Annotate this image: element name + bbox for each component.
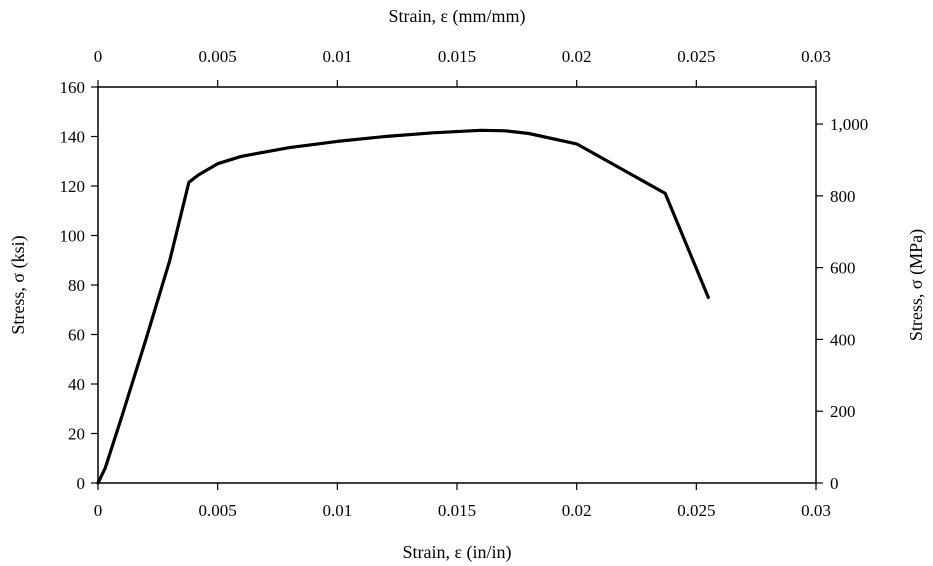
y-left-tick-label: 140 [60,128,86,147]
x-bottom-tick-label: 0.02 [562,501,592,520]
x-axis-title-top: Strain, ε (mm/mm) [388,6,525,27]
y-left-tick-label: 80 [68,276,85,295]
x-bottom-tick-label: 0.005 [199,501,237,520]
y-left-tick-label: 120 [60,177,86,196]
x-top-tick-label: 0.005 [199,47,237,66]
y-left-tick-label: 100 [60,227,86,246]
x-top-tick-label: 0.01 [322,47,352,66]
x-top-tick-label: 0.02 [562,47,592,66]
x-top-tick-label: 0.015 [438,47,476,66]
y-right-tick-label: 800 [830,187,856,206]
y-left-tick-label: 0 [77,474,86,493]
left-axis-ticks: 0 20 40 60 80 100 120 140 160 [60,78,98,493]
y-right-tick-label: 400 [830,330,856,349]
x-top-tick-label: 0.025 [677,47,715,66]
x-bottom-tick-label: 0.01 [322,501,352,520]
x-bottom-tick-label: 0.025 [677,501,715,520]
y-left-tick-label: 60 [68,326,85,345]
y-left-tick-label: 160 [60,78,86,97]
y-right-tick-label: 1,000 [830,115,868,134]
x-bottom-tick-label: 0.015 [438,501,476,520]
y-right-tick-label: 0 [830,474,839,493]
x-bottom-tick-label: 0 [94,501,103,520]
y-left-tick-label: 20 [68,425,85,444]
top-axis-ticks: 0 0.005 0.01 0.015 0.02 0.025 0.03 [94,47,831,87]
y-right-tick-label: 200 [830,402,856,421]
y-left-tick-label: 40 [68,375,85,394]
right-axis-ticks: 0 200 400 600 800 1,000 [816,115,868,493]
plot-frame [97,86,817,484]
x-top-tick-label: 0 [94,47,103,66]
y-axis-title-right: Stress, σ (MPa) [906,229,927,341]
series-layer [96,128,710,485]
y-axis-title-left: Stress, σ (ksi) [8,235,29,334]
x-top-tick-label: 0.03 [801,47,831,66]
x-bottom-tick-label: 0.03 [801,501,831,520]
x-axis-title-bottom: Strain, ε (in/in) [402,542,511,563]
bottom-axis-ticks: 0 0.005 0.01 0.015 0.02 0.025 0.03 [94,483,831,520]
y-right-tick-label: 600 [830,259,856,278]
stress-strain-curve [96,128,710,485]
